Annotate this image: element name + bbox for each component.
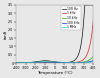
100 Hz — [20, 62, 22, 63]
100 kHz — [20, 62, 22, 63]
100 kHz — [74, 62, 75, 63]
10 kHz — [20, 62, 22, 63]
100 kHz — [60, 62, 62, 63]
1 kHz — [65, 62, 66, 63]
Legend: 100 Hz, 1 kHz, 10 kHz, 100 kHz, 1 MHz: 100 Hz, 1 kHz, 10 kHz, 100 kHz, 1 MHz — [61, 6, 81, 30]
100 Hz — [16, 62, 17, 63]
100 Hz — [82, 32, 83, 33]
1 MHz — [46, 61, 48, 62]
1 kHz — [20, 62, 22, 63]
1 kHz — [60, 62, 62, 63]
Line: 1 MHz: 1 MHz — [16, 62, 93, 63]
Line: 100 Hz: 100 Hz — [16, 5, 93, 63]
100 Hz — [65, 62, 66, 63]
Line: 1 kHz: 1 kHz — [16, 20, 93, 63]
1 MHz — [65, 62, 66, 63]
10 kHz — [93, 56, 94, 57]
Line: 10 kHz: 10 kHz — [16, 56, 93, 63]
10 kHz — [60, 62, 62, 63]
1 MHz — [20, 62, 22, 63]
1 kHz — [62, 62, 64, 63]
X-axis label: Temperature (°C): Temperature (°C) — [37, 71, 73, 74]
100 kHz — [82, 62, 83, 63]
1 kHz — [74, 62, 75, 63]
1 kHz — [82, 60, 83, 61]
1 MHz — [74, 62, 75, 63]
100 Hz — [60, 62, 62, 63]
10 kHz — [16, 62, 17, 63]
10 kHz — [65, 62, 66, 63]
1 MHz — [82, 62, 83, 63]
Y-axis label: tanδ: tanδ — [4, 29, 8, 39]
1 kHz — [93, 19, 94, 20]
1 kHz — [16, 62, 17, 63]
1 MHz — [60, 62, 62, 63]
10 kHz — [74, 62, 75, 63]
100 Hz — [62, 62, 64, 63]
10 kHz — [82, 62, 83, 63]
100 kHz — [65, 62, 66, 63]
100 Hz — [74, 60, 75, 61]
100 kHz — [62, 62, 64, 63]
1 MHz — [62, 62, 64, 63]
1 MHz — [93, 61, 94, 62]
100 kHz — [16, 62, 17, 63]
100 kHz — [93, 60, 94, 61]
1 MHz — [16, 62, 17, 63]
Line: 100 kHz: 100 kHz — [16, 60, 93, 63]
10 kHz — [62, 62, 64, 63]
